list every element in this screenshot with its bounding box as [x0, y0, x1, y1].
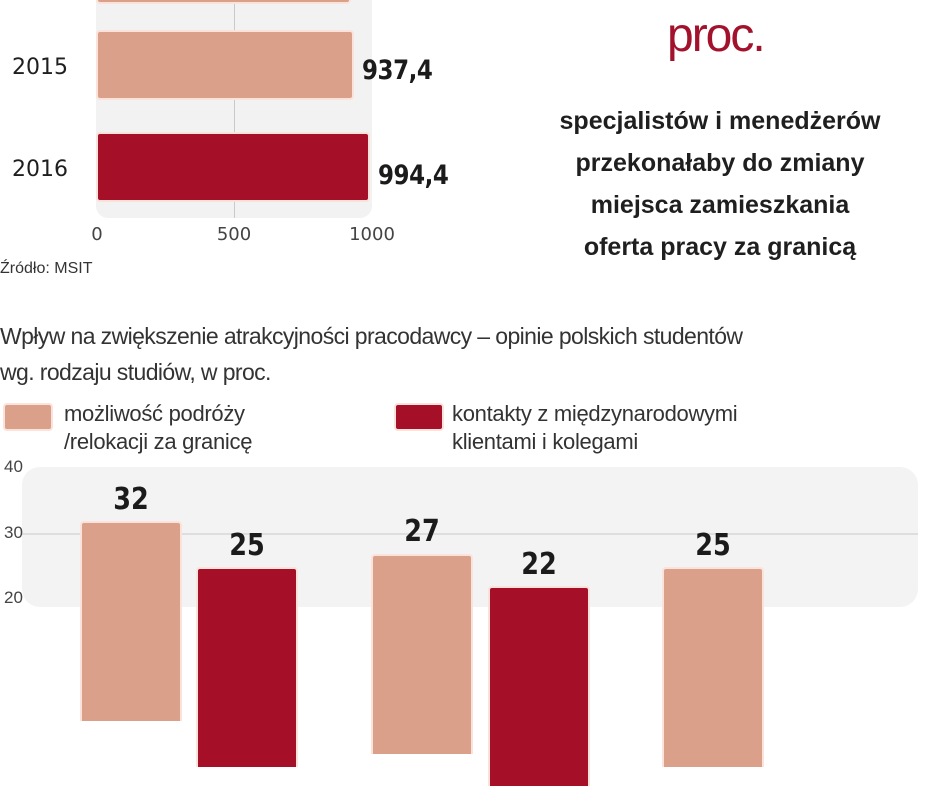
- bar-g3-light: [662, 567, 764, 767]
- x-tick-1000: 1000: [349, 224, 395, 245]
- bar-g2-dark: [488, 586, 590, 786]
- stat-line: specjalistów i menedżerów: [559, 107, 881, 135]
- bar-value: 25: [695, 528, 731, 563]
- bar-value: 32: [113, 482, 149, 517]
- legend-line: /relokacji za granicę: [64, 429, 253, 454]
- legend-line: możliwość podróży: [64, 401, 245, 426]
- bar-g1-light: [80, 521, 182, 721]
- x-tick-0: 0: [91, 224, 103, 245]
- y-tick-40: 40: [4, 457, 23, 476]
- bar-g2-light: [371, 554, 473, 754]
- legend-label-light: możliwość podróży /relokacji za granicę: [64, 400, 252, 456]
- legend-swatch-light: [3, 403, 53, 431]
- stat-line: miejsca zamieszkania: [590, 191, 850, 219]
- bar-2015: [96, 30, 354, 100]
- stat-line: przekonałaby do zmiany: [575, 149, 865, 177]
- y-tick-20: 20: [4, 588, 23, 607]
- legend-label-dark: kontakty z międzynarodowymi klientami i …: [452, 400, 738, 456]
- bottom-chart-title: Wpływ na zwiększenie atrakcyjności praco…: [0, 318, 948, 390]
- title-line-1: Wpływ na zwiększenie atrakcyjności praco…: [0, 323, 743, 349]
- year-label-2016: 2016: [12, 157, 68, 182]
- legend-line: klientami i kolegami: [452, 429, 638, 454]
- bar-2016: [96, 132, 370, 202]
- y-tick-30: 30: [4, 523, 23, 542]
- value-2015: 937,4: [362, 55, 433, 86]
- gridline-30: [22, 533, 918, 535]
- year-label-2015: 2015: [12, 55, 68, 80]
- legend-line: kontakty z międzynarodowymi: [452, 401, 738, 426]
- stat-line: oferta pracy za granicą: [583, 233, 857, 261]
- bar-g1-dark: [196, 567, 298, 767]
- stat-unit: proc.: [667, 9, 766, 62]
- bar-value: 25: [229, 528, 265, 563]
- bar-value: 27: [404, 514, 440, 549]
- bar-cropped-previous: [96, 0, 351, 4]
- x-tick-500: 500: [216, 224, 252, 245]
- value-2016: 994,4: [378, 160, 449, 191]
- gridline-500: [234, 0, 235, 218]
- bar-value: 22: [521, 547, 557, 582]
- source-label: Źródło: MSIT: [0, 260, 93, 277]
- legend-swatch-dark: [394, 403, 444, 431]
- title-line-2: wg. rodzaju studiów, w proc.: [0, 359, 271, 385]
- stat-description: specjalistów i menedżerów przekonałaby d…: [500, 100, 940, 268]
